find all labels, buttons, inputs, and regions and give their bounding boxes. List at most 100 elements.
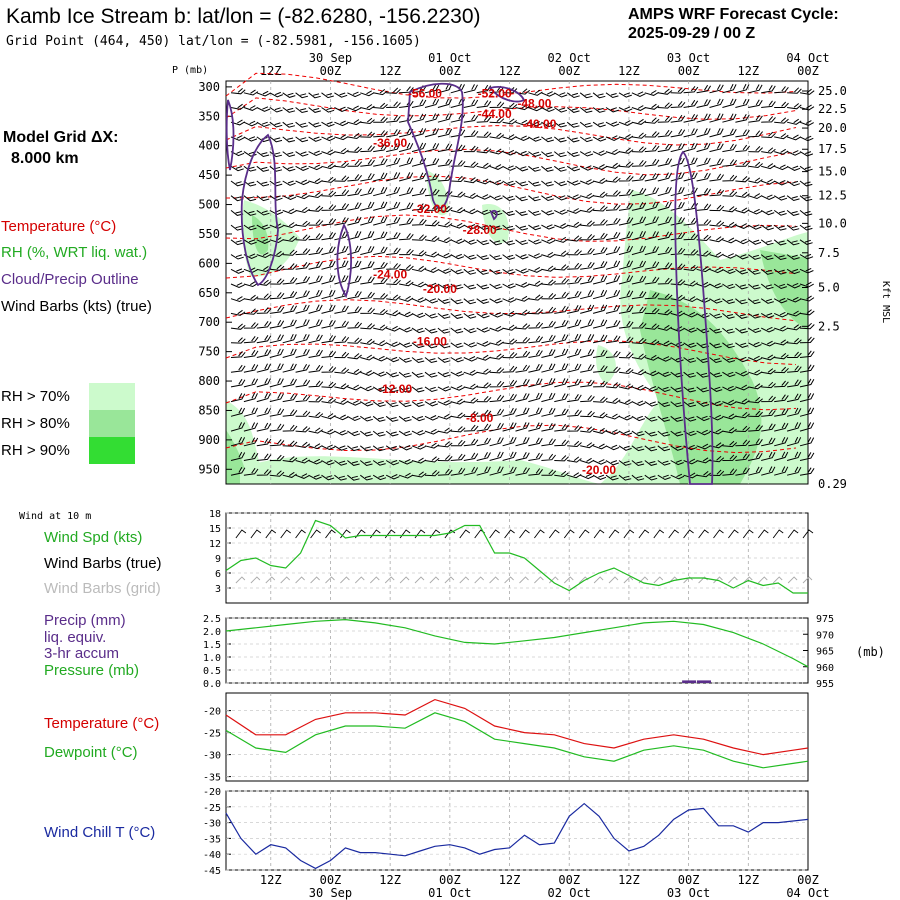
wind-barb xyxy=(592,177,608,184)
wind-barb xyxy=(243,151,257,157)
wind-barb xyxy=(295,165,309,171)
wind-barb xyxy=(799,378,815,388)
wind-barb xyxy=(786,282,801,289)
wind-barb xyxy=(373,293,388,300)
wind-barb xyxy=(567,290,582,300)
wind-barb xyxy=(631,245,646,256)
wind-barb xyxy=(580,319,595,329)
wind-barb xyxy=(437,252,452,259)
wind-barb xyxy=(269,121,283,128)
wind-barb xyxy=(593,396,608,403)
wind-barb xyxy=(295,364,310,373)
wind-barb xyxy=(566,151,580,157)
wind-barb xyxy=(269,136,283,143)
wind-barb xyxy=(722,342,735,349)
wind-barb xyxy=(489,283,503,290)
wind-barb xyxy=(282,291,298,300)
wind-barb xyxy=(670,143,685,153)
wind-speed-tick-label: 18 xyxy=(209,509,221,520)
wind-barb xyxy=(618,383,634,390)
wind-barb xyxy=(373,355,387,362)
wind-barb xyxy=(605,149,621,155)
wind-barb xyxy=(476,283,490,290)
wind-barb xyxy=(282,92,296,98)
wind-barb xyxy=(308,443,323,450)
wind-barb xyxy=(748,239,762,245)
top-date-tick: 04 Oct xyxy=(786,51,829,65)
forecast-cycle-date: 2025-09-29 / 00 Z xyxy=(628,25,755,42)
wind-barb xyxy=(761,409,776,417)
wind-barb-grid xyxy=(325,576,335,584)
wind-barb xyxy=(618,320,634,329)
pressure-tick-label: 350 xyxy=(198,109,220,123)
temperature-tick-label: -35 xyxy=(203,773,221,784)
wind-barb xyxy=(515,364,531,373)
wind-barb xyxy=(437,205,453,213)
wind-barb xyxy=(722,298,735,305)
wind-barb xyxy=(786,180,800,187)
precip-tick-label: 0.0 xyxy=(203,679,221,690)
wind-barb xyxy=(411,99,427,108)
wind-barb xyxy=(644,261,660,270)
wind-barb-true xyxy=(444,529,456,539)
wind-barb xyxy=(424,282,439,289)
wind-barb xyxy=(450,327,464,334)
wind-barb xyxy=(631,202,647,211)
wind-barb xyxy=(670,386,684,393)
wind-barb xyxy=(760,298,774,304)
wind-barb xyxy=(489,312,504,318)
wind-speed-tick-label: 12 xyxy=(209,539,221,550)
wind-barb xyxy=(476,131,492,138)
wind-barb xyxy=(334,398,349,405)
wind-barb xyxy=(593,205,608,212)
wind-barb xyxy=(282,277,298,285)
wind-barb xyxy=(722,159,738,167)
wind-barb-true xyxy=(802,529,814,539)
wind-barb xyxy=(437,441,453,448)
wind-barb-grid xyxy=(772,576,783,584)
wind-barb xyxy=(670,216,686,226)
wind-barb xyxy=(230,364,246,373)
wind-barb xyxy=(683,386,696,393)
wind-barb xyxy=(605,382,621,389)
wind-barb xyxy=(618,106,633,112)
wind-barb xyxy=(618,188,634,197)
wind-barb xyxy=(308,164,323,171)
legend-temperature: Temperature (°C) xyxy=(1,218,116,235)
wind-barb xyxy=(398,401,412,408)
wind-barb xyxy=(605,474,619,481)
wind-barb xyxy=(230,407,246,417)
wind-barb xyxy=(437,313,451,319)
wind-barb xyxy=(735,313,748,319)
wind-barb-true xyxy=(623,529,635,539)
cloud-precip-outline xyxy=(336,222,352,299)
wind-barb xyxy=(230,323,246,330)
wind-barb xyxy=(580,457,595,464)
wind-barb xyxy=(786,466,802,476)
wind-barb xyxy=(334,305,349,314)
wind-chill-tick-label: -45 xyxy=(203,866,221,877)
wind-barb xyxy=(450,439,466,447)
wind-barb xyxy=(644,430,658,437)
legend-cloud-outline: Cloud/Precip Outline xyxy=(1,271,139,288)
wind-barb xyxy=(735,412,750,419)
wind-barb xyxy=(748,355,763,362)
wind-barb xyxy=(243,467,259,476)
wind-barb xyxy=(295,290,310,300)
wind-barb xyxy=(295,107,308,114)
wind-barb xyxy=(411,457,427,464)
wind-barb xyxy=(476,268,489,275)
wind-barb xyxy=(386,157,401,167)
wind-barb xyxy=(450,298,464,305)
wind-barb xyxy=(631,275,647,285)
wind-barb xyxy=(761,147,776,154)
wind-barb xyxy=(347,460,360,466)
wind-barb xyxy=(515,239,529,246)
wind-barb xyxy=(385,474,400,480)
wind-barb xyxy=(567,333,582,344)
wind-chill-tick-label: -30 xyxy=(203,819,221,830)
wind-barb xyxy=(411,371,425,378)
wind-barb xyxy=(360,474,373,481)
wind-barb xyxy=(760,268,774,275)
top-hour-tick: 00Z xyxy=(558,64,580,78)
